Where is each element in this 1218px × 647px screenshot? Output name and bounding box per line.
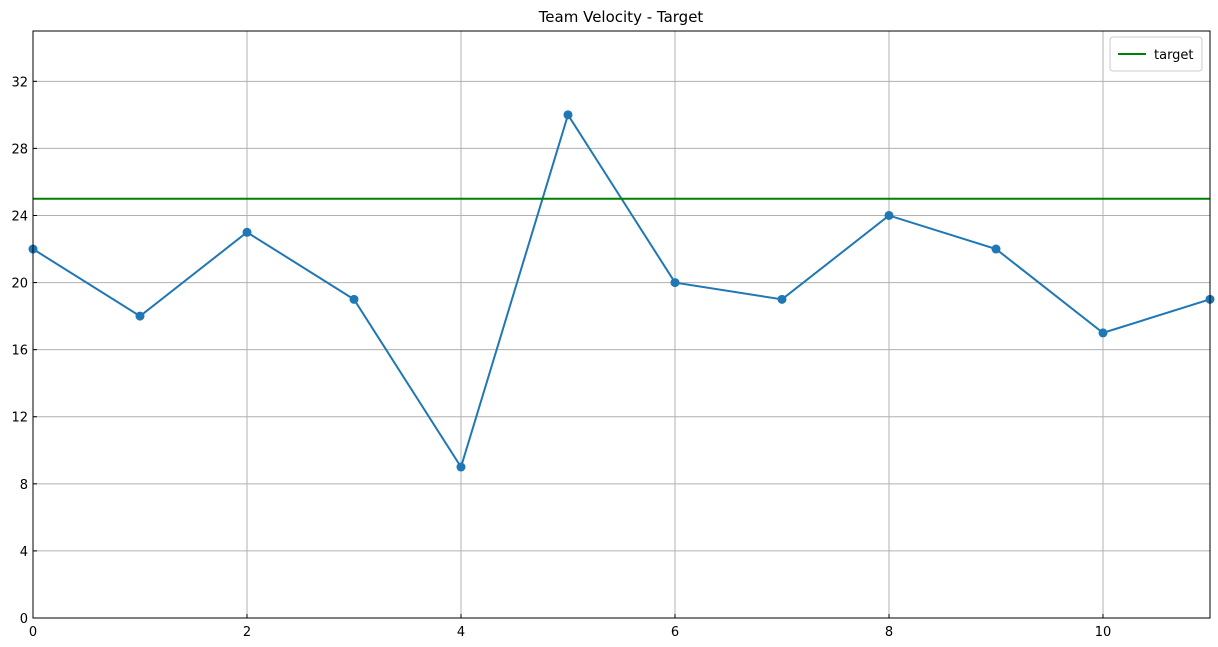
x-tick-label: 8 [885,625,893,640]
velocity-data-point [242,227,252,237]
velocity-data-point [349,294,359,304]
y-tick-label: 16 [11,344,28,359]
x-tick-label: 10 [1095,625,1112,640]
plot-frame [32,30,1211,619]
velocity-data-point [991,244,1001,254]
y-tick-label: 28 [11,142,28,157]
x-tick-label: 2 [243,625,251,640]
legend: target [1109,36,1203,72]
series-layer [28,110,1215,472]
velocity-series-line [32,112,1211,470]
y-tick-label: 4 [20,545,28,560]
legend-box [1109,36,1203,72]
velocity-data-point [1098,328,1108,338]
chart-title: Team Velocity - Target [538,8,704,26]
x-tick-label: 0 [29,625,37,640]
y-tick-label: 12 [11,411,28,426]
x-tick-label: 4 [457,625,465,640]
y-tick-label: 32 [11,75,28,90]
velocity-data-point [884,210,894,220]
x-tick-label: 6 [671,625,679,640]
y-tick-label: 20 [11,277,28,292]
legend-label: target [1154,48,1194,63]
velocity-data-point [563,110,573,120]
y-tick-label: 0 [20,612,28,627]
y-tick-label: 8 [20,478,28,493]
velocity-data-point [670,278,680,288]
y-tick-label: 24 [11,209,28,224]
grid [32,31,1210,619]
velocity-data-point [777,294,787,304]
velocity-data-point [456,462,466,472]
velocity-data-point [135,311,145,321]
